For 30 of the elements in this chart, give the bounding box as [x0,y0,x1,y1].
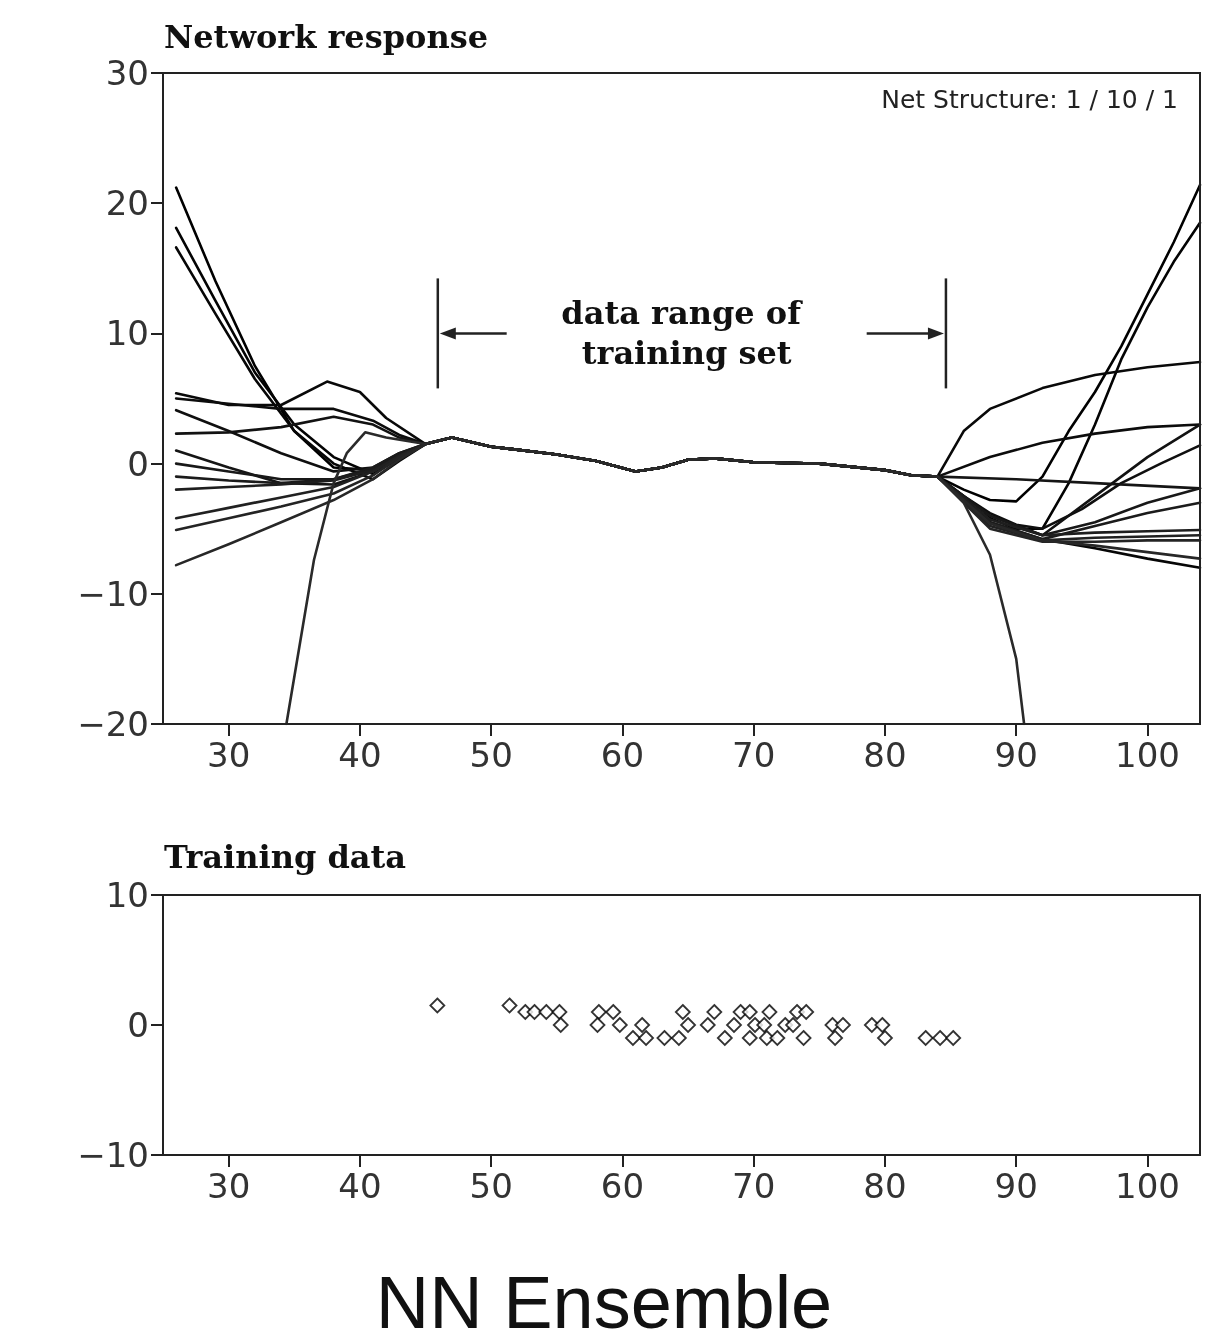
x-tick-label: 60 [600,1166,645,1206]
x-tick-label: 90 [994,735,1038,775]
x-tick-label: 50 [469,735,513,775]
x-tick-label: 70 [732,735,776,775]
x-tick-label: 40 [338,735,382,775]
y-tick-label: −10 [77,1135,149,1175]
x-tick-label: 80 [863,735,907,775]
y-tick-label: 0 [127,1005,149,1045]
x-tick-label: 50 [469,1166,513,1206]
x-tick-label: 100 [1115,735,1180,775]
y-tick-label: 10 [105,313,149,354]
y-tick-label: −20 [77,704,149,744]
y-tick-label: 10 [105,875,149,915]
x-tick-label: 90 [994,1166,1038,1206]
y-tick-label: −10 [77,573,149,614]
x-tick-label: 60 [600,735,645,775]
y-tick-label: 20 [105,183,149,224]
x-tick-label: 40 [338,1166,382,1206]
y-tick-label: 30 [105,53,149,93]
annotation: data range of training set [561,294,813,373]
y-tick-label: 0 [127,443,149,484]
x-tick-label: 70 [732,1166,776,1206]
x-tick-label: 30 [207,1166,251,1206]
chart-title: Training data [164,838,407,876]
chart-title: Network response [164,18,489,56]
annotation: Net Structure: 1 / 10 / 1 [881,85,1179,114]
x-tick-label: 100 [1115,1166,1180,1206]
x-tick-label: 80 [863,1166,907,1206]
text: NN Ensemble [375,1260,833,1341]
x-tick-label: 30 [207,735,251,775]
